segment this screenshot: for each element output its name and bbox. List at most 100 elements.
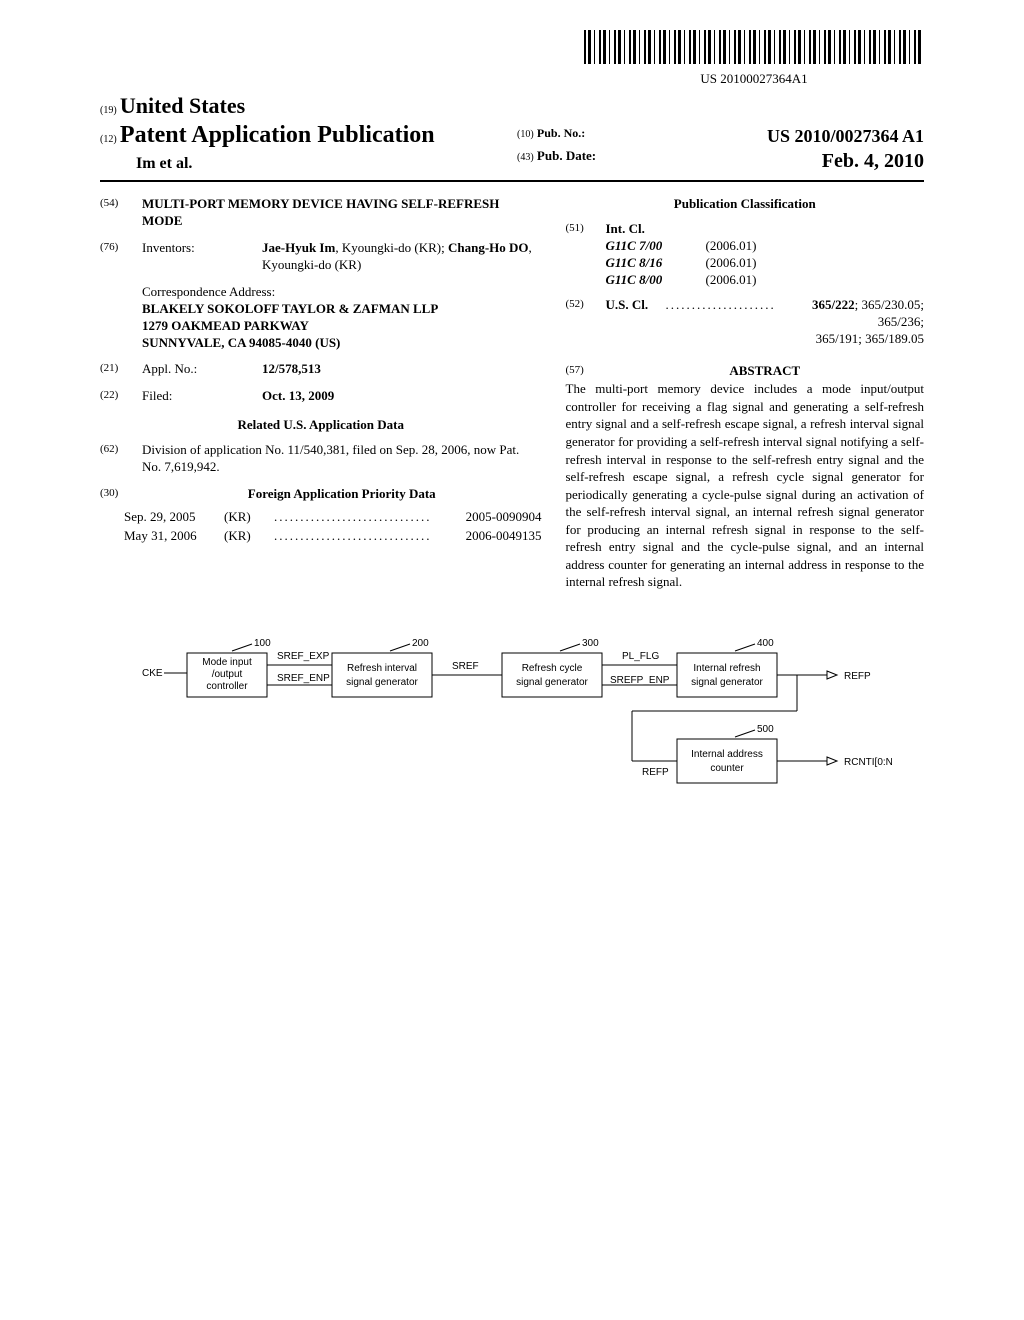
abstract-code: (57) [566, 363, 606, 380]
us-cl-label: U.S. Cl. [606, 297, 666, 331]
pub-no-line: (10) Pub. No.: US 2010/0027364 A1 [517, 125, 924, 142]
division-code: (62) [100, 442, 142, 476]
us-cl-line1-rest: ; 365/230.05; 365/236; [855, 297, 924, 329]
appl-no-label: Appl. No.: [142, 361, 262, 378]
pub-date-code: (43) [517, 152, 534, 163]
block-100-line1: /output [212, 669, 243, 680]
appl-no-row: (21) Appl. No.: 12/578,513 [100, 361, 542, 378]
ref-400: 400 [757, 638, 774, 649]
label-srefp-enp: SREFP_ENP [610, 675, 670, 686]
block-100-line2: controller [206, 681, 248, 692]
abstract-heading: ABSTRACT [606, 363, 925, 380]
header-row: (19) United States (12) Patent Applicati… [100, 92, 924, 175]
label-pl-flg: PL_FLG [622, 651, 659, 662]
int-cl-item-year-2: (2006.01) [706, 272, 925, 289]
label-refp-out: REFP [844, 671, 871, 682]
int-cl-item-code-0: G11C 7/00 [606, 238, 706, 255]
priority-dots-1: .............................. [274, 528, 432, 545]
pub-date-label: Pub. Date: [537, 148, 596, 163]
block-400-line0: Internal refresh [693, 663, 760, 674]
priority-country-1: (KR) [224, 528, 274, 545]
block-300-line1: signal generator [516, 677, 588, 688]
foreign-heading-row: (30) Foreign Application Priority Data [100, 486, 542, 503]
int-cl-item-code-2: G11C 8/00 [606, 272, 706, 289]
header-left: (19) United States (12) Patent Applicati… [100, 92, 507, 175]
ref-200: 200 [412, 638, 429, 649]
pub-date-value: Feb. 4, 2010 [822, 148, 924, 174]
int-cl-item-1: G11C 8/16 (2006.01) [606, 255, 925, 272]
ref-300: 300 [582, 638, 599, 649]
us-cl-code: (52) [566, 297, 606, 331]
abstract-text: The multi-port memory device includes a … [566, 380, 925, 591]
correspondence-name: BLAKELY SOKOLOFF TAYLOR & ZAFMAN LLP [142, 301, 542, 318]
foreign-code: (30) [100, 486, 142, 503]
label-sref-exp: SREF_EXP [277, 651, 330, 662]
priority-date-1: May 31, 2006 [124, 528, 224, 545]
country-code: (19) [100, 105, 117, 116]
pub-type-line: (12) Patent Application Publication [100, 120, 507, 151]
us-cl-bold: 365/222 [812, 297, 855, 312]
correspondence-city: SUNNYVALE, CA 94085-4040 (US) [142, 335, 542, 352]
int-cl-item-2: G11C 8/00 (2006.01) [606, 272, 925, 289]
header-divider [100, 180, 924, 182]
left-column: (54) MULTI-PORT MEMORY DEVICE HAVING SEL… [100, 196, 542, 591]
pub-date-line: (43) Pub. Date: Feb. 4, 2010 [517, 148, 924, 165]
int-cl-item-code-1: G11C 8/16 [606, 255, 706, 272]
appl-no-code: (21) [100, 361, 142, 378]
block-500-line0: Internal address [691, 749, 763, 760]
inventor2-name: Chang-Ho DO [448, 240, 529, 255]
block-300-line0: Refresh cycle [522, 663, 583, 674]
country-line: (19) United States [100, 92, 507, 121]
ref-500: 500 [757, 724, 774, 735]
ref-100: 100 [254, 638, 271, 649]
label-sref: SREF [452, 661, 479, 672]
division-text: Division of application No. 11/540,381, … [142, 442, 542, 476]
author-line: Im et al. [100, 154, 507, 175]
label-cke: CKE [142, 668, 163, 679]
block-100-line0: Mode input [202, 657, 252, 668]
related-heading: Related U.S. Application Data [100, 417, 542, 434]
int-cl-row: (51) Int. Cl. [566, 221, 925, 238]
int-cl-code: (51) [566, 221, 606, 238]
priority-row-0: Sep. 29, 2005 (KR) .....................… [124, 509, 542, 526]
inventors-label: Inventors: [142, 240, 262, 274]
label-rcnti: RCNTI[0:N] [844, 757, 892, 768]
us-cl-row: (52) U.S. Cl. ..................... 365/… [566, 297, 925, 331]
priority-num-0: 2005-0090904 [432, 509, 542, 526]
pub-type-code: (12) [100, 134, 117, 145]
classification-heading: Publication Classification [566, 196, 925, 213]
block-200-line1: signal generator [346, 677, 418, 688]
appl-no-value: 12/578,513 [262, 361, 542, 378]
inventor1-rest: , Kyoungki-do (KR); [335, 240, 444, 255]
priority-row-1: May 31, 2006 (KR) ......................… [124, 528, 542, 545]
pub-type: Patent Application Publication [120, 122, 435, 148]
country-name: United States [120, 93, 245, 118]
block-400-line1: signal generator [691, 677, 763, 688]
division-row: (62) Division of application No. 11/540,… [100, 442, 542, 476]
filed-value: Oct. 13, 2009 [262, 388, 542, 405]
int-cl-item-year-1: (2006.01) [706, 255, 925, 272]
correspondence-street: 1279 OAKMEAD PARKWAY [142, 318, 542, 335]
label-sref-enp: SREF_ENP [277, 673, 330, 684]
inventors-row: (76) Inventors: Jae-Hyuk Im, Kyoungki-do… [100, 240, 542, 274]
inventors-code: (76) [100, 240, 142, 274]
title-code: (54) [100, 196, 142, 230]
pub-no-label: Pub. No.: [537, 126, 585, 140]
header-right: (10) Pub. No.: US 2010/0027364 A1 (43) P… [507, 125, 924, 174]
priority-country-0: (KR) [224, 509, 274, 526]
int-cl-item-0: G11C 7/00 (2006.01) [606, 238, 925, 255]
int-cl-item-year-0: (2006.01) [706, 238, 925, 255]
priority-dots-0: .............................. [274, 509, 432, 526]
patent-title: MULTI-PORT MEMORY DEVICE HAVING SELF-REF… [142, 196, 542, 230]
block-500-line1: counter [710, 763, 744, 774]
right-column: Publication Classification (51) Int. Cl.… [566, 196, 925, 591]
correspondence-label: Correspondence Address: [142, 284, 542, 301]
inventors-value: Jae-Hyuk Im, Kyoungki-do (KR); Chang-Ho … [262, 240, 542, 274]
title-row: (54) MULTI-PORT MEMORY DEVICE HAVING SEL… [100, 196, 542, 230]
priority-date-0: Sep. 29, 2005 [124, 509, 224, 526]
pub-no-code: (10) [517, 129, 534, 140]
int-cl-label: Int. Cl. [606, 221, 645, 238]
filed-label: Filed: [142, 388, 262, 405]
block-diagram: CKE 100 Mode input /output controller SR… [100, 631, 924, 821]
priority-num-1: 2006-0049135 [432, 528, 542, 545]
